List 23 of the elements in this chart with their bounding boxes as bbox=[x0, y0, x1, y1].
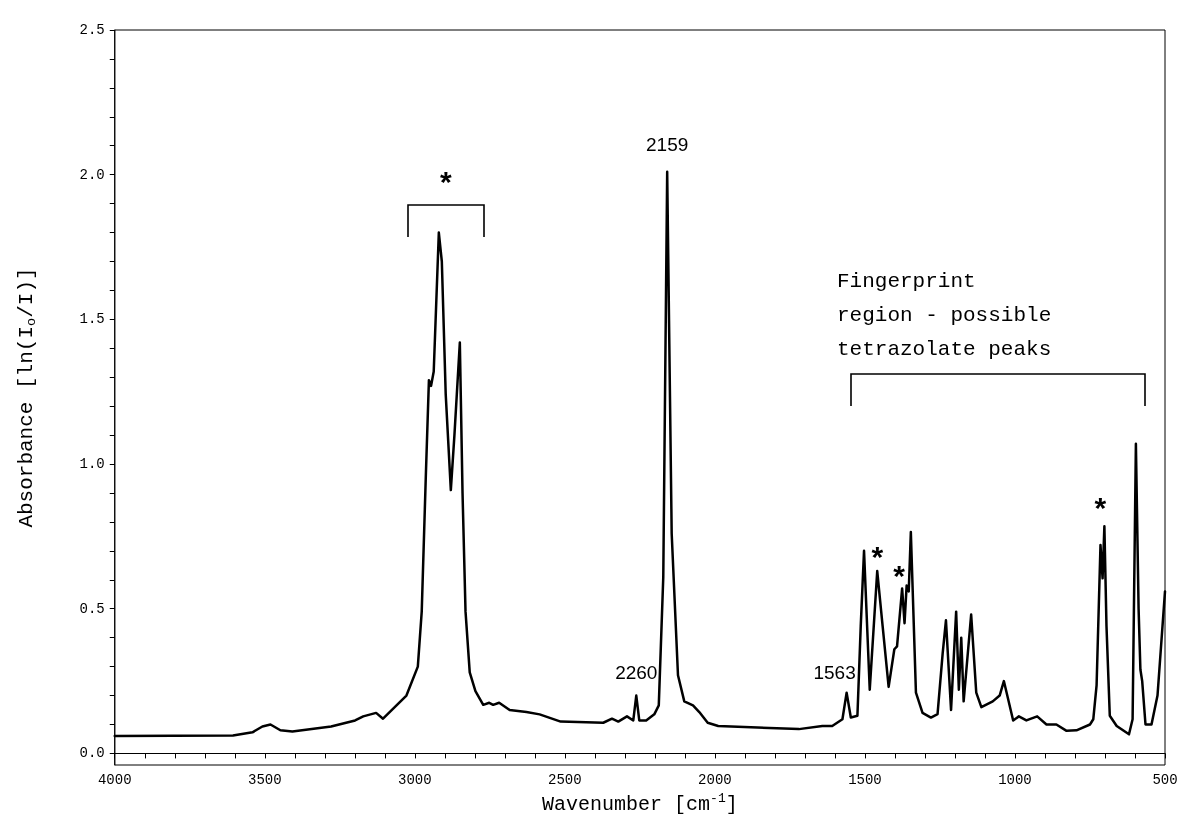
y-tick-label: 2.5 bbox=[79, 22, 105, 38]
y-tick-label: 0.5 bbox=[79, 600, 105, 617]
x-tick-label: 1000 bbox=[998, 772, 1032, 788]
y-tick-label: 1.0 bbox=[79, 456, 105, 473]
annotation: * bbox=[439, 165, 452, 199]
annotation: * bbox=[893, 558, 906, 592]
annotation: Fingerprint region - possible tetrazolate peaks bbox=[837, 269, 1052, 361]
annotation: * bbox=[1094, 490, 1107, 524]
x-tick-label: 2500 bbox=[548, 772, 582, 788]
x-tick-label: 2000 bbox=[698, 772, 732, 788]
annotation: * bbox=[871, 539, 884, 573]
x-tick-label: 4000 bbox=[97, 772, 132, 788]
annotation: 2159 bbox=[646, 134, 689, 156]
annotation: 2260 bbox=[615, 662, 658, 684]
y-tick-label: 0.0 bbox=[79, 745, 105, 762]
x-tick-label: 1500 bbox=[848, 772, 882, 788]
annotation: 1563 bbox=[813, 662, 856, 684]
x-tick-label: 3000 bbox=[398, 772, 432, 788]
x-tick-label: 500 bbox=[1152, 772, 1178, 788]
x-tick-label: 3500 bbox=[247, 772, 282, 788]
y-tick-label: 2.0 bbox=[79, 166, 105, 183]
y-axis-title: Absorbance [ln(Io/I)] bbox=[15, 267, 40, 528]
y-tick-label: 1.5 bbox=[79, 311, 105, 328]
